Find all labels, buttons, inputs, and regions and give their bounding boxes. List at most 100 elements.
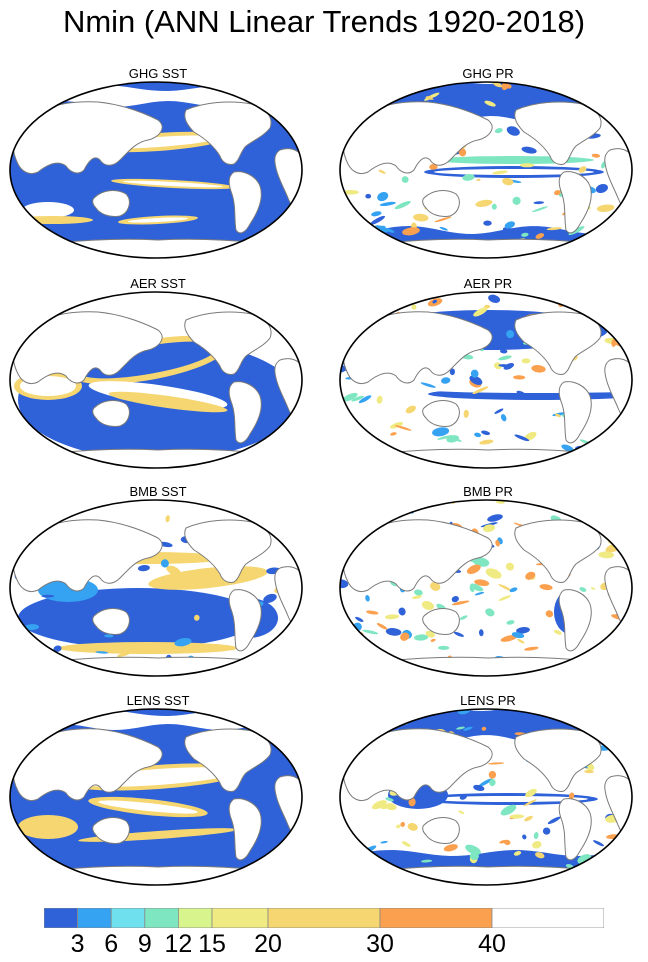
trend-speckle bbox=[511, 632, 525, 639]
trend-speckle bbox=[571, 666, 582, 673]
trend-speckle bbox=[381, 803, 394, 810]
trend-speckle bbox=[598, 858, 615, 864]
colorbar-bin bbox=[491, 908, 604, 928]
trend-speckle bbox=[429, 163, 438, 170]
australia-landmass bbox=[92, 608, 130, 635]
trend-speckle bbox=[545, 709, 552, 713]
south-america-landmass bbox=[558, 798, 592, 861]
trend-speckle bbox=[459, 794, 468, 800]
trend-speckle bbox=[384, 448, 396, 458]
trend-speckle bbox=[372, 671, 387, 676]
greenland-landmass bbox=[268, 295, 299, 317]
trend-speckle bbox=[481, 726, 487, 731]
trend-speckle bbox=[579, 587, 587, 592]
trend-speckle bbox=[390, 432, 397, 436]
trend-speckle bbox=[514, 434, 530, 442]
trend-region bbox=[22, 202, 74, 218]
trend-speckle bbox=[384, 614, 400, 620]
trend-speckle bbox=[609, 219, 620, 227]
trend-speckle bbox=[539, 584, 553, 591]
trend-speckle bbox=[485, 608, 495, 617]
trend-speckle bbox=[465, 844, 481, 855]
colorbar-tick-label: 6 bbox=[104, 930, 119, 958]
trend-speckle bbox=[401, 176, 409, 183]
trend-speckle bbox=[340, 315, 344, 323]
trend-region bbox=[428, 796, 588, 802]
trend-speckle bbox=[340, 740, 347, 749]
trend-speckle bbox=[491, 203, 497, 210]
trend-speckle bbox=[357, 662, 371, 668]
trend-speckle bbox=[371, 800, 387, 810]
trend-speckle bbox=[369, 215, 386, 225]
trend-speckle bbox=[603, 866, 613, 869]
trend-speckle bbox=[381, 88, 394, 98]
trend-speckle bbox=[572, 88, 587, 96]
trend-speckle bbox=[505, 562, 515, 571]
figure-title: Nmin (ANN Linear Trends 1920-2018) bbox=[62, 4, 586, 39]
trend-speckle bbox=[366, 610, 379, 615]
trend-speckle bbox=[481, 430, 491, 436]
antarctica-landmass bbox=[340, 238, 632, 258]
trend-speckle bbox=[624, 92, 632, 102]
trend-speckle bbox=[340, 240, 356, 251]
trend-speckle bbox=[587, 658, 594, 665]
trend-speckle bbox=[618, 120, 632, 124]
trend-speckle bbox=[535, 233, 545, 239]
trend-speckle bbox=[421, 601, 435, 610]
trend-speckle bbox=[533, 832, 539, 839]
trend-speckle bbox=[506, 126, 520, 136]
trend-speckle bbox=[104, 634, 114, 638]
trend-speckle bbox=[524, 646, 539, 651]
trend-speckle bbox=[351, 112, 365, 118]
trend-speckle bbox=[488, 762, 505, 765]
trend-speckle bbox=[532, 841, 542, 849]
trend-speckle bbox=[398, 607, 406, 616]
australia-landmass bbox=[92, 190, 130, 217]
trend-speckle bbox=[487, 330, 504, 337]
trend-speckle bbox=[348, 846, 362, 851]
trend-speckle bbox=[513, 375, 526, 380]
panel-aer-pr: AER PR bbox=[338, 276, 638, 476]
trend-region bbox=[13, 216, 93, 224]
trend-speckle bbox=[547, 816, 561, 825]
map-frame bbox=[339, 291, 633, 469]
trend-speckle bbox=[525, 788, 537, 798]
trend-speckle bbox=[533, 201, 545, 205]
trend-speckle bbox=[394, 200, 411, 210]
trend-speckle bbox=[474, 579, 490, 586]
trend-speckle bbox=[528, 675, 537, 676]
trend-speckle bbox=[591, 153, 601, 158]
trend-speckle bbox=[346, 852, 351, 856]
trend-speckle bbox=[608, 238, 621, 248]
trend-speckle bbox=[470, 369, 479, 378]
trend-speckle bbox=[621, 308, 632, 312]
trend-speckle bbox=[590, 587, 596, 590]
trend-speckle bbox=[488, 294, 501, 303]
trend-speckle bbox=[583, 84, 589, 90]
map-aer-pr bbox=[339, 291, 633, 469]
trend-speckle bbox=[378, 169, 386, 174]
trend-speckle bbox=[485, 568, 502, 579]
trend-speckle bbox=[508, 339, 522, 343]
trend-speckle bbox=[522, 834, 527, 840]
trend-speckle bbox=[463, 409, 469, 418]
trend-speckle bbox=[569, 292, 577, 300]
trend-speckle bbox=[340, 92, 344, 101]
map-field bbox=[10, 292, 302, 468]
trend-speckle bbox=[499, 839, 508, 844]
trend-speckle bbox=[615, 737, 620, 743]
trend-region bbox=[98, 800, 198, 814]
trend-speckle bbox=[443, 844, 458, 852]
map-frame bbox=[9, 291, 303, 469]
trend-speckle bbox=[365, 91, 378, 97]
trend-speckle bbox=[576, 717, 590, 722]
map-ghg-sst bbox=[9, 81, 303, 259]
trend-speckle bbox=[414, 589, 423, 596]
trend-speckle bbox=[340, 444, 350, 453]
trend-speckle bbox=[498, 584, 513, 592]
trend-speckle bbox=[255, 671, 262, 676]
trend-speckle bbox=[342, 93, 359, 104]
trend-speckle bbox=[342, 869, 355, 877]
south-america-landmass bbox=[228, 381, 262, 444]
trend-speckle bbox=[368, 454, 384, 462]
